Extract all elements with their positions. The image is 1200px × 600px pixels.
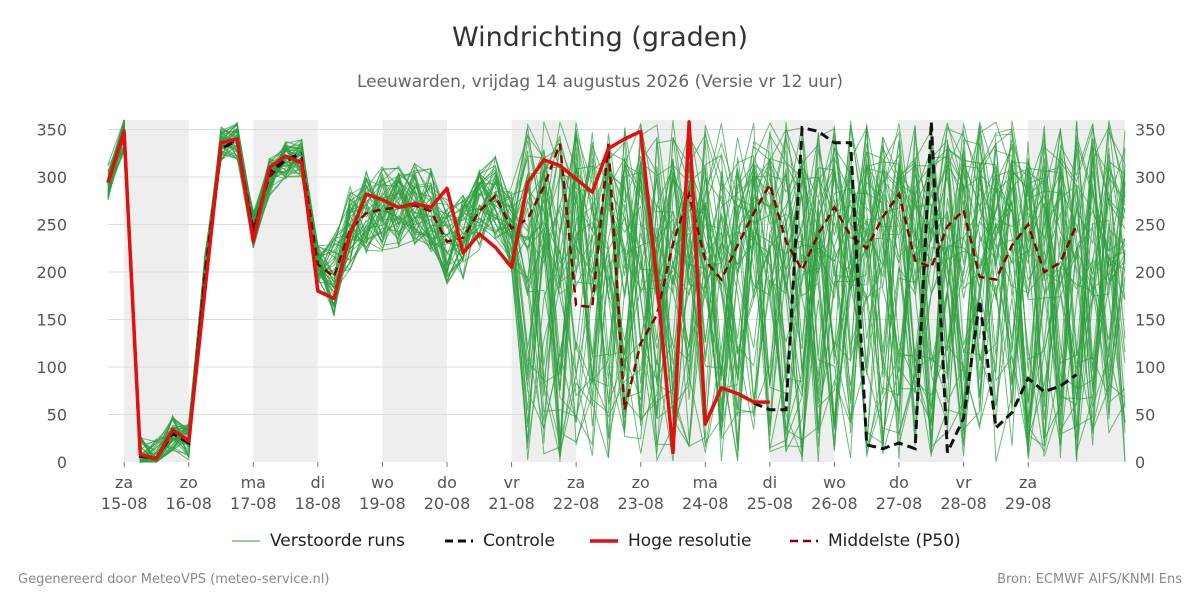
legend-control-swatch: [445, 539, 473, 543]
y-tick-label-left: 300: [36, 168, 67, 187]
x-tick-date: 24-08: [682, 494, 729, 513]
ensemble-member-line: [107, 120, 1126, 454]
legend-label: Hoge resolutie: [628, 531, 752, 551]
y-tick-label-left: 50: [47, 406, 67, 425]
x-tick-date: 25-08: [747, 494, 794, 513]
y-tick-label-right: 300: [1135, 168, 1166, 187]
legend-ensemble-swatch: [232, 540, 260, 542]
x-tick-day: di: [763, 473, 778, 492]
y-tick-label-left: 200: [36, 263, 67, 282]
tick-labels: 0 0 50 50 100 100 150 150 200 200 250 250 300 300 350 3…: [36, 121, 1165, 514]
legend-item-control[interactable]: Controle: [445, 528, 555, 554]
x-tick-date: 17-08: [230, 494, 277, 513]
x-tick-date: 21-08: [488, 494, 535, 513]
median-line: [106, 132, 1078, 460]
x-tick-day: wo: [823, 473, 846, 492]
main-series: [106, 120, 1078, 461]
y-tick-label-right: 100: [1135, 358, 1166, 377]
x-tick-date: 19-08: [359, 494, 406, 513]
legend-hires-swatch: [590, 539, 618, 543]
x-tick-date: 27-08: [876, 494, 923, 513]
x-tick-day: wo: [371, 473, 394, 492]
y-tick-label-left: 150: [36, 311, 67, 330]
y-tick-label-right: 150: [1135, 311, 1166, 330]
legend-item-hires[interactable]: Hoge resolutie: [590, 528, 752, 554]
legend-label: Middelste (P50): [828, 531, 961, 551]
x-tick-day: vr: [956, 473, 972, 492]
y-tick-label-right: 350: [1135, 121, 1166, 140]
x-tick-day: ma: [693, 473, 718, 492]
control-line: [753, 121, 1078, 454]
y-tick-label-left: 100: [36, 358, 67, 377]
x-tick-day: do: [437, 473, 457, 492]
legend-label: Controle: [483, 531, 555, 551]
legend: Verstoorde runs Controle Hoge resolutie …: [0, 528, 1200, 554]
x-tick-day: za: [1019, 473, 1037, 492]
footer-generated-by: Gegenereerd door MeteoVPS (meteo-service…: [18, 572, 330, 587]
hires-line: [106, 120, 770, 461]
x-tick-date: 28-08: [940, 494, 987, 513]
y-tick-label-left: 250: [36, 216, 67, 235]
y-tick-label-right: 200: [1135, 263, 1166, 282]
x-tick-day: vr: [504, 473, 520, 492]
x-tick-day: do: [889, 473, 909, 492]
footer-source: Bron: ECMWF AIFS/KNMI Ens: [997, 572, 1182, 587]
chart-subtitle: Leeuwarden, vrijdag 14 augustus 2026 (Ve…: [356, 72, 844, 92]
y-tick-label-right: 50: [1135, 406, 1155, 425]
ensemble-member-line: [107, 119, 1126, 463]
chart-title: Windrichting (graden): [451, 22, 749, 53]
y-tick-label-right: 0: [1135, 453, 1145, 472]
x-tick-date: 18-08: [295, 494, 342, 513]
legend-item-median[interactable]: Middelste (P50): [790, 528, 961, 554]
ensemble-member-line: [107, 131, 1126, 464]
x-tick-day: za: [115, 473, 133, 492]
x-tick-date: 29-08: [1005, 494, 1052, 513]
x-tick-day: zo: [180, 473, 198, 492]
ensemble-member-line: [107, 122, 1126, 464]
legend-median-swatch: [790, 539, 818, 543]
x-tick-date: 16-08: [165, 494, 212, 513]
x-tick-date: 20-08: [424, 494, 471, 513]
x-tick-day: ma: [241, 473, 266, 492]
y-tick-label-right: 250: [1135, 216, 1166, 235]
x-tick-day: di: [311, 473, 326, 492]
legend-item-ensemble[interactable]: Verstoorde runs: [232, 528, 405, 554]
ensemble-member-line: [107, 120, 1126, 463]
x-tick-date: 22-08: [553, 494, 600, 513]
x-tick-date: 15-08: [101, 494, 148, 513]
y-tick-label-left: 350: [36, 121, 67, 140]
legend-label: Verstoorde runs: [270, 531, 405, 551]
x-tick-date: 23-08: [617, 494, 664, 513]
x-tick-day: za: [567, 473, 585, 492]
x-tick-day: zo: [632, 473, 650, 492]
x-tick-date: 26-08: [811, 494, 858, 513]
y-tick-label-left: 0: [57, 453, 67, 472]
